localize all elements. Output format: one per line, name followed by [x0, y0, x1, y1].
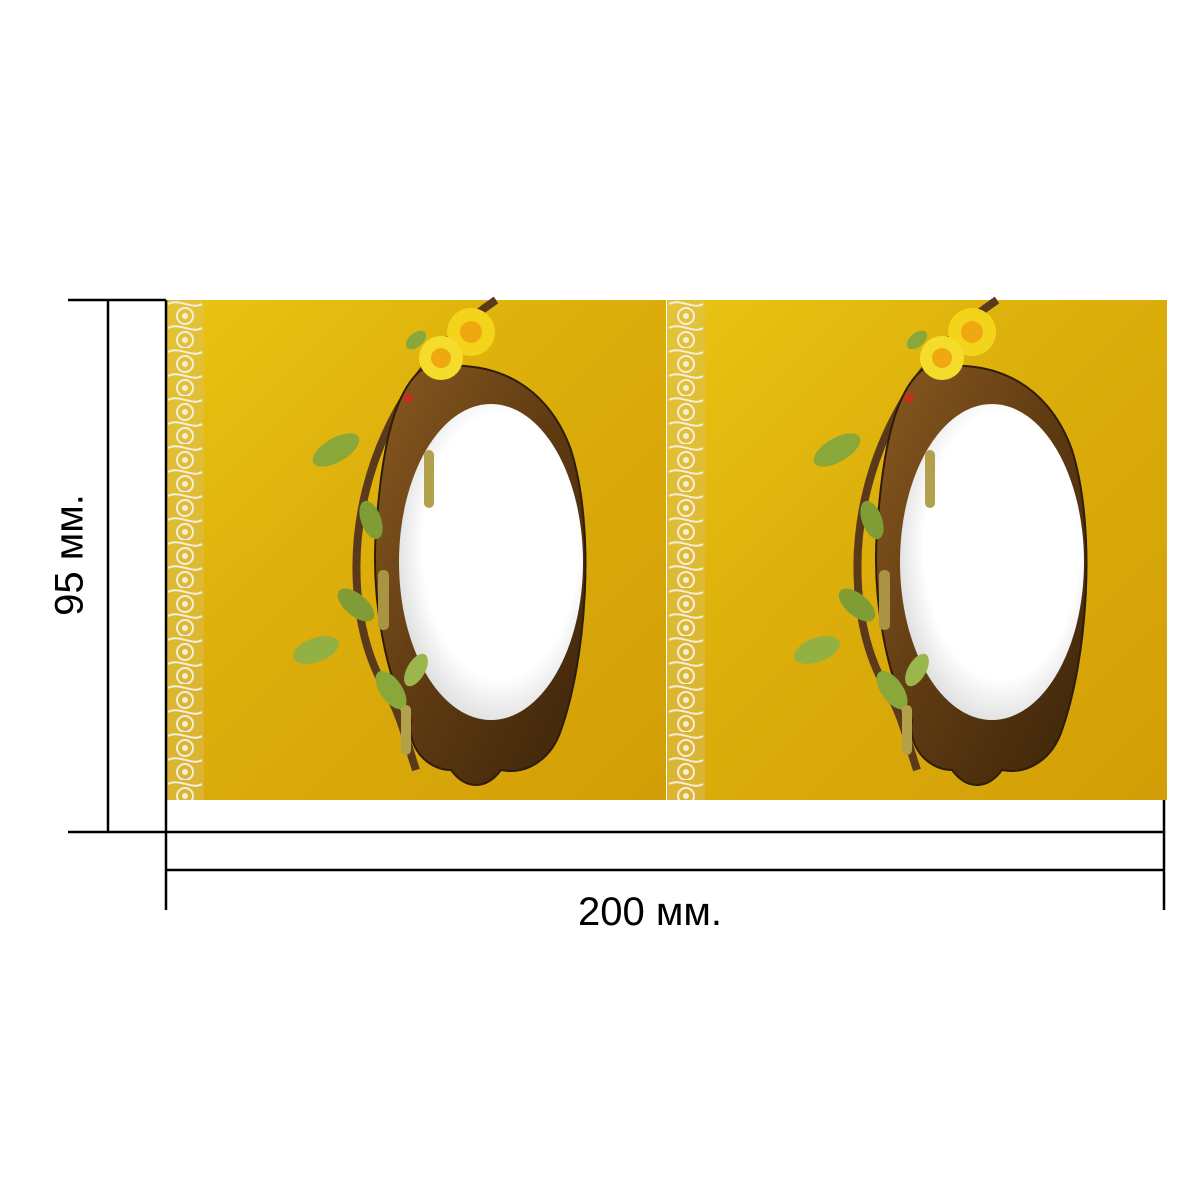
- artwork-panel-right: [667, 300, 1167, 800]
- width-dimension-line: [164, 800, 1166, 910]
- width-label: 200 мм.: [578, 890, 722, 934]
- height-label: 95 мм.: [47, 494, 92, 616]
- height-dimension-line: [68, 298, 168, 834]
- artwork-panel-left: [166, 300, 666, 800]
